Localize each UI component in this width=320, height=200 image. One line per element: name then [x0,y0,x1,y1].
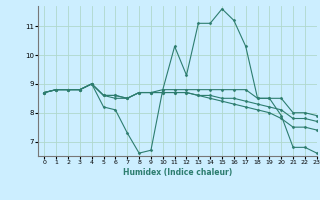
X-axis label: Humidex (Indice chaleur): Humidex (Indice chaleur) [123,168,232,177]
